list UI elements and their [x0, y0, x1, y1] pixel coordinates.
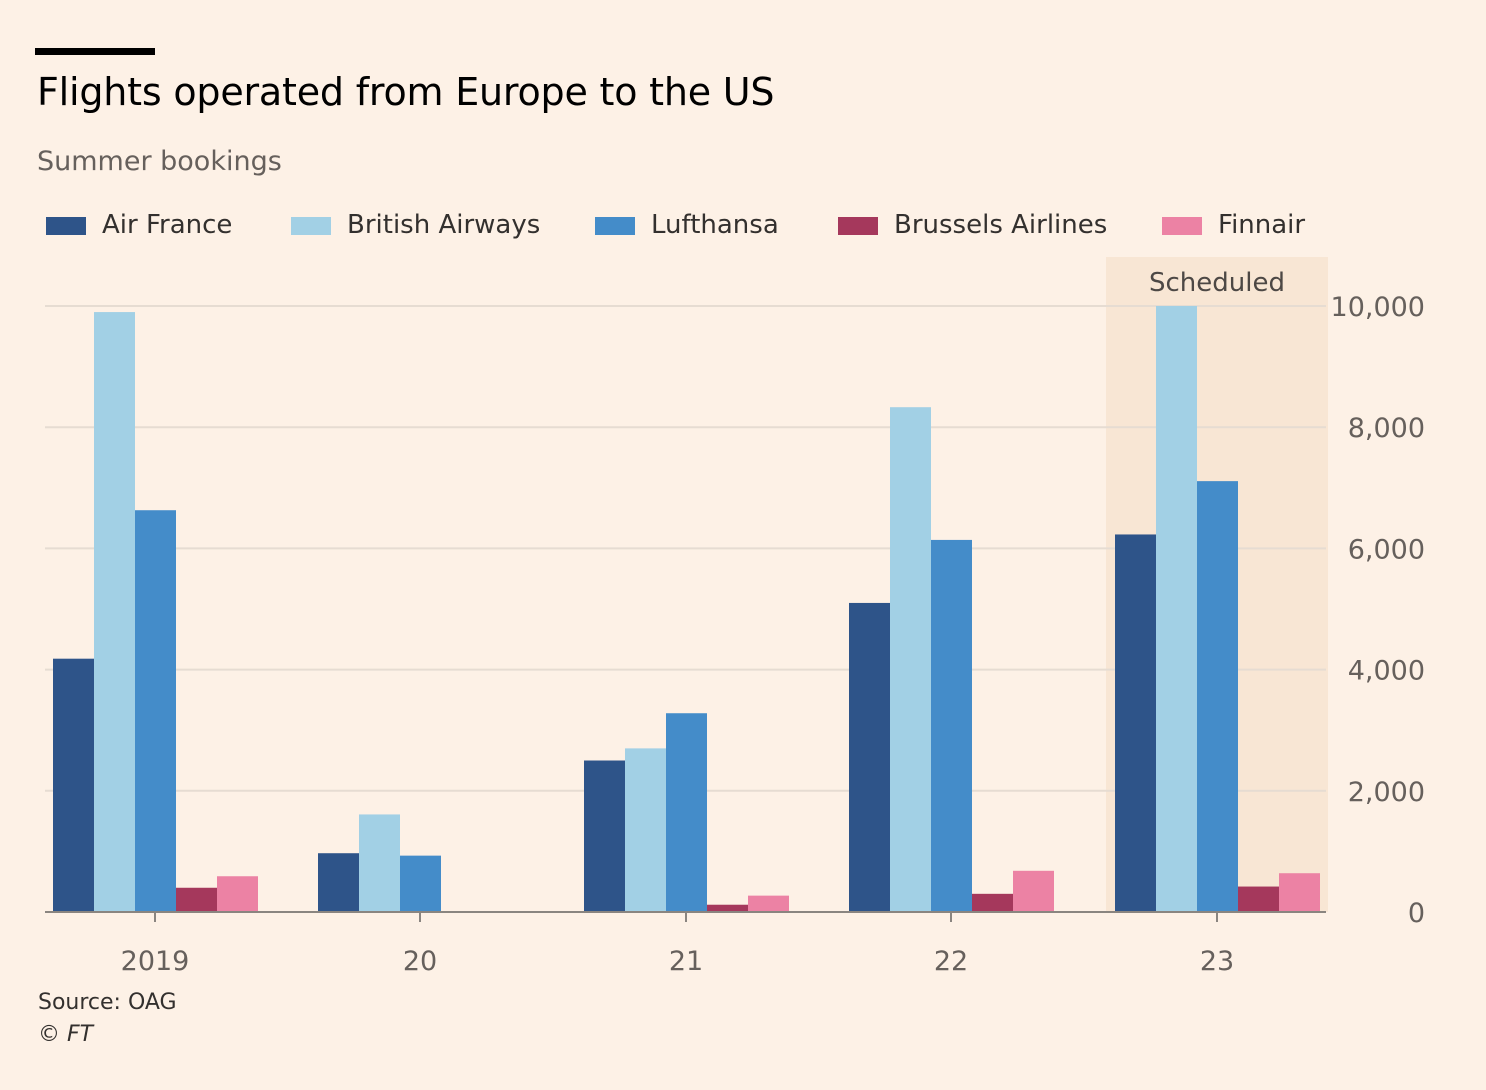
- legend-swatch-brussels-airlines: [838, 217, 878, 235]
- bar: [584, 760, 625, 912]
- legend-label-lufthansa: Lufthansa: [651, 210, 779, 240]
- legend-label-air-france: Air France: [102, 210, 233, 240]
- bar: [707, 904, 748, 912]
- legend-swatch-finnair: [1162, 217, 1202, 235]
- copyright-note: © FT: [38, 1022, 94, 1047]
- bar: [400, 855, 441, 912]
- bar: [666, 713, 707, 912]
- legend-label-british-airways: British Airways: [347, 210, 541, 240]
- title-accent-bar: [35, 48, 155, 55]
- bar: [359, 814, 400, 912]
- y-tick-label: 0: [1408, 898, 1425, 929]
- bar: [135, 510, 176, 912]
- bar: [972, 893, 1013, 912]
- bar: [217, 876, 258, 912]
- chart-subtitle: Summer bookings: [37, 146, 282, 177]
- legend-swatch-lufthansa: [595, 217, 635, 235]
- legend-label-brussels-airlines: Brussels Airlines: [894, 210, 1108, 240]
- bar: [94, 312, 135, 912]
- bar: [1156, 306, 1197, 912]
- chart-legend: Air France British Airways Lufthansa Bru…: [0, 208, 1486, 248]
- y-tick-label: 8,000: [1348, 413, 1425, 444]
- x-tick-label: 2019: [121, 946, 190, 977]
- bar: [849, 602, 890, 912]
- y-tick-label: 2,000: [1348, 777, 1425, 808]
- legend-swatch-british-airways: [291, 217, 331, 235]
- scheduled-label: Scheduled: [1149, 268, 1285, 298]
- bar: [176, 887, 217, 912]
- legend-swatch-air-france: [46, 217, 86, 235]
- bar: [625, 748, 666, 912]
- y-tick-label: 10,000: [1331, 292, 1425, 323]
- source-note: Source: OAG: [38, 990, 177, 1015]
- chart-title: Flights operated from Europe to the US: [37, 70, 775, 114]
- legend-label-finnair: Finnair: [1218, 210, 1306, 240]
- bar: [1013, 870, 1054, 912]
- bar: [890, 407, 931, 912]
- bar: [53, 658, 94, 912]
- x-tick-label: 21: [669, 946, 703, 977]
- y-tick-label: 4,000: [1348, 656, 1425, 687]
- bar: [1197, 481, 1238, 912]
- y-tick-label: 6,000: [1348, 534, 1425, 565]
- bar: [748, 895, 789, 912]
- bar: [1115, 534, 1156, 912]
- bar: [318, 853, 359, 912]
- bar: [1279, 873, 1320, 912]
- bar: [931, 539, 972, 912]
- x-tick-label: 20: [403, 946, 437, 977]
- x-tick-label: 22: [934, 946, 968, 977]
- bar: [1238, 886, 1279, 912]
- x-tick-label: 23: [1200, 946, 1234, 977]
